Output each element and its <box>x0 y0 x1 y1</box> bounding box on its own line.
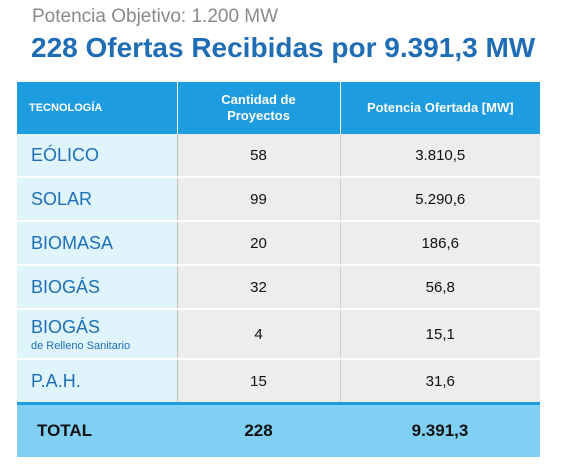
row-technology: BIOGÁS de Relleno Sanitario <box>17 309 178 360</box>
row-power: 15,1 <box>340 309 540 360</box>
table-row: SOLAR 99 5.290,6 <box>17 177 540 222</box>
row-technology: EÓLICO <box>17 134 178 178</box>
table-row: BIOGÁS de Relleno Sanitario 4 15,1 <box>17 309 540 360</box>
total-power: 9.391,3 <box>340 402 540 457</box>
offers-table: TECNOLOGÍA Cantidad de Proyectos Potenci… <box>17 82 540 457</box>
row-project-count: 58 <box>177 134 341 178</box>
row-project-count: 20 <box>177 221 341 266</box>
technology-sublabel: de Relleno Sanitario <box>31 339 131 352</box>
table-row: EÓLICO 58 3.810,5 <box>17 134 540 178</box>
technology-label: P.A.H. <box>31 370 81 391</box>
row-power: 31,6 <box>340 359 540 405</box>
total-label: TOTAL <box>17 402 177 457</box>
row-project-count: 4 <box>177 309 341 360</box>
technology-label: BIOGÁS <box>31 316 101 337</box>
row-power: 186,6 <box>340 221 540 266</box>
technology-label: BIOGÁS <box>31 276 101 297</box>
total-project-count: 228 <box>177 402 340 457</box>
column-header-project-count-label: Cantidad de Proyectos <box>221 92 296 123</box>
total-row: TOTAL 228 9.391,3 <box>17 402 540 457</box>
row-power: 56,8 <box>340 265 540 310</box>
table-row: BIOMASA 20 186,6 <box>17 221 540 266</box>
row-technology: SOLAR <box>17 177 178 222</box>
row-power: 3.810,5 <box>340 134 540 178</box>
technology-label: EÓLICO <box>31 144 100 165</box>
technology-label: BIOMASA <box>31 232 114 253</box>
target-power-subtitle: Potencia Objetivo: 1.200 MW <box>32 6 279 27</box>
column-header-project-count: Cantidad de Proyectos <box>177 82 341 134</box>
column-header-power: Potencia Ofertada [MW] <box>340 82 540 134</box>
row-project-count: 99 <box>177 177 341 222</box>
table-row: BIOGÁS 32 56,8 <box>17 265 540 310</box>
technology-label: SOLAR <box>31 188 93 209</box>
row-project-count: 15 <box>177 359 341 405</box>
row-project-count: 32 <box>177 265 341 310</box>
table-row: P.A.H. 15 31,6 <box>17 359 540 405</box>
column-header-technology: TECNOLOGÍA <box>17 82 178 134</box>
table-header-row: TECNOLOGÍA Cantidad de Proyectos Potenci… <box>17 82 540 134</box>
row-technology: BIOGÁS <box>17 265 178 310</box>
row-technology: P.A.H. <box>17 359 178 405</box>
page-title: 228 Ofertas Recibidas por 9.391,3 MW <box>31 32 536 63</box>
row-technology: BIOMASA <box>17 221 178 266</box>
row-power: 5.290,6 <box>340 177 540 222</box>
